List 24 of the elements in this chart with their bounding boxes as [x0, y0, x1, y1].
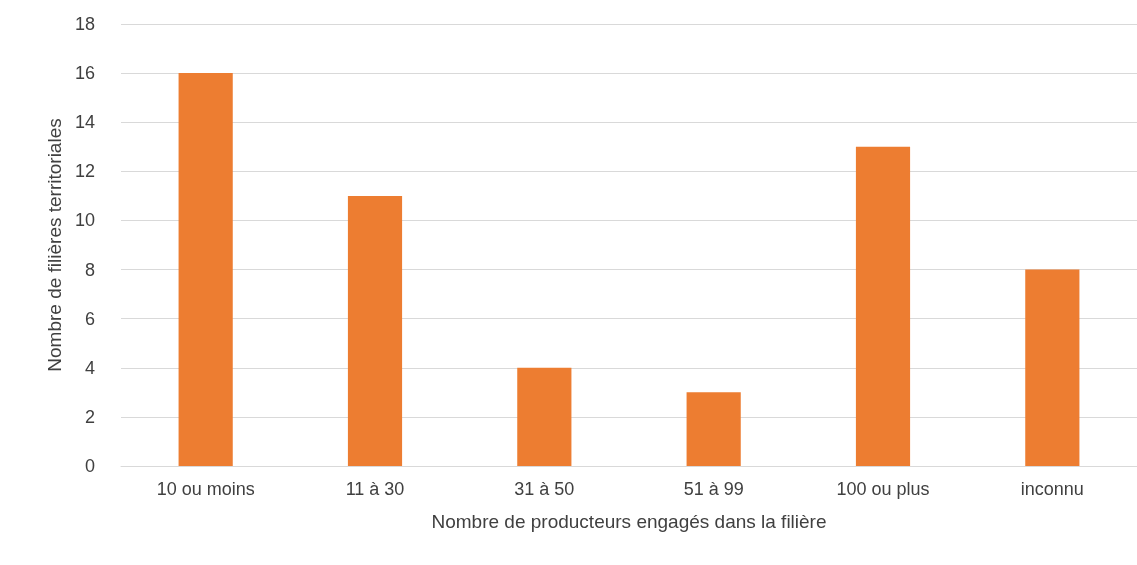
y-tick-label: 10 [74, 210, 95, 231]
x-tick-label: 100 ou plus [836, 479, 930, 499]
bar [517, 367, 572, 466]
y-axis-title: Nombre de filières territoriales [44, 118, 66, 372]
y-tick-label: 4 [84, 357, 95, 378]
y-tick-label: 16 [74, 63, 95, 84]
y-tick-label: 0 [84, 456, 95, 476]
bar [855, 146, 911, 466]
x-axis-title: Nombre de producteurs engagés dans la filière [431, 511, 827, 532]
bar [178, 73, 233, 466]
bar [686, 392, 741, 466]
y-tick-label: 8 [84, 259, 95, 280]
y-tick-label: 12 [74, 161, 95, 182]
y-tick-label: 14 [74, 112, 95, 133]
x-tick-label: 10 ou moins [156, 479, 255, 499]
y-tick-label: 6 [84, 308, 95, 329]
bar [1025, 269, 1080, 466]
y-tick-label: 18 [74, 14, 95, 34]
bar [347, 195, 403, 466]
x-tick-label: 31 à 50 [514, 479, 575, 499]
x-tick-label: 11 à 30 [345, 479, 405, 499]
x-tick-label: inconnu [1020, 479, 1084, 499]
x-tick-label: 51 à 99 [683, 479, 744, 499]
y-tick-label: 2 [84, 406, 95, 427]
